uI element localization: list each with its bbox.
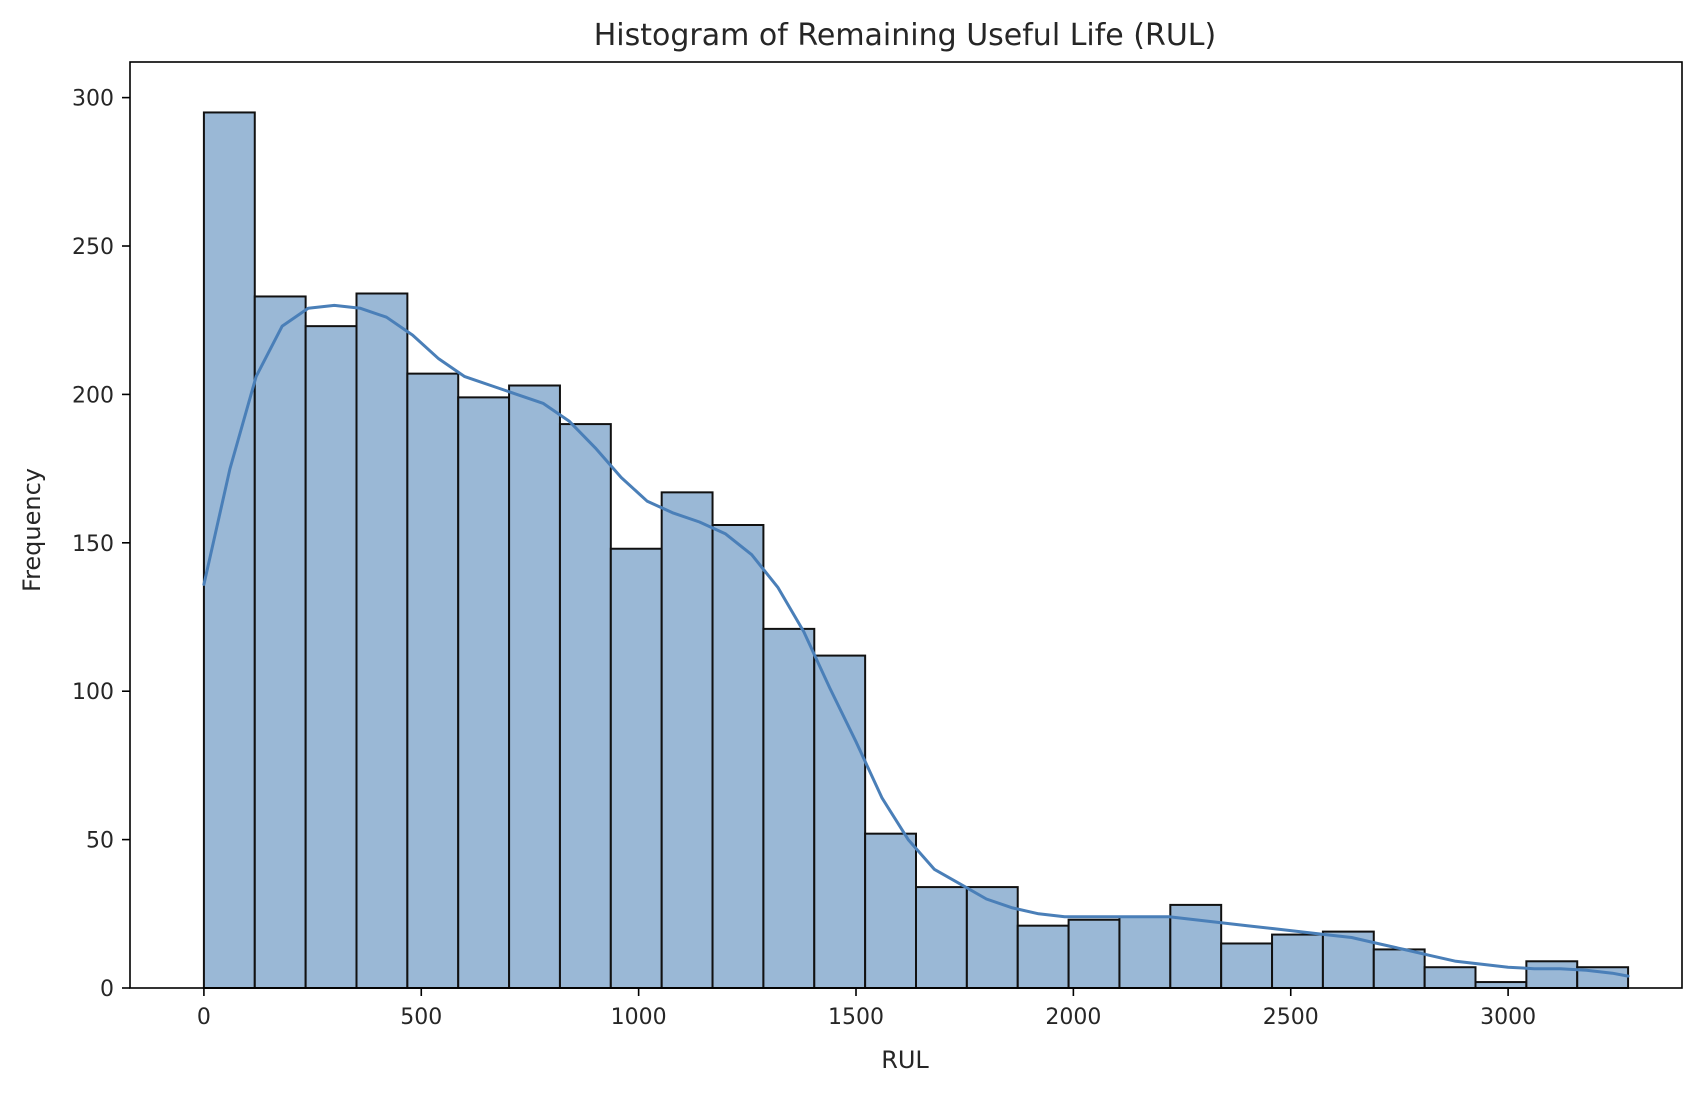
y-tick-label: 200 [72, 383, 114, 408]
y-tick-label: 300 [72, 87, 114, 112]
y-tick-label: 0 [100, 977, 114, 1002]
histogram-bar [355, 292, 409, 989]
histogram-bar [457, 396, 511, 989]
x-tick-label: 2000 [1045, 1005, 1101, 1030]
histogram-bar [864, 832, 917, 990]
histogram-bar [253, 295, 307, 989]
histogram-bar [1525, 960, 1579, 989]
kde-layer [202, 303, 1630, 978]
histogram-bar [1474, 981, 1528, 989]
x-tick-label: 3000 [1480, 1005, 1536, 1030]
x-tick-label: 500 [400, 1005, 442, 1030]
histogram-bar [609, 547, 663, 989]
histogram-bar [660, 491, 714, 989]
x-tick-label: 0 [197, 1005, 211, 1030]
y-axis-label: Frequency [18, 468, 46, 592]
histogram-bar [711, 524, 765, 989]
histogram-bar [914, 886, 968, 989]
histogram-bar [1271, 933, 1324, 989]
histogram-bar [406, 372, 460, 989]
histogram-bar [558, 423, 612, 990]
histogram-bar [762, 627, 816, 990]
chart-title: Histogram of Remaining Useful Life (RUL) [594, 18, 1216, 53]
x-tick-label: 1500 [828, 1005, 884, 1030]
histogram-bar [1372, 948, 1426, 990]
plot-frame [129, 61, 1683, 989]
x-tick-label: 1000 [611, 1005, 667, 1030]
histogram-bar [304, 325, 358, 989]
histogram-bar [1016, 924, 1070, 990]
x-axis-label: RUL [881, 1046, 929, 1074]
y-tick-label: 50 [86, 829, 114, 854]
histogram-bar [1220, 942, 1274, 990]
bars-layer [202, 111, 1630, 990]
y-tick-label: 150 [72, 532, 114, 557]
y-tick-label: 100 [72, 680, 114, 705]
x-tick-label: 2500 [1263, 1005, 1319, 1030]
histogram-bar [1423, 966, 1477, 990]
y-tick-label: 250 [72, 235, 114, 260]
histogram-bar [508, 384, 561, 989]
histogram-bar [1067, 918, 1121, 989]
kde-line [202, 303, 1630, 978]
histogram-bar [1118, 915, 1172, 989]
axes-layer: 0 500 1000 1500 2000 2500 3000 0 50 100 150 200 250 3… [72, 61, 1683, 1030]
